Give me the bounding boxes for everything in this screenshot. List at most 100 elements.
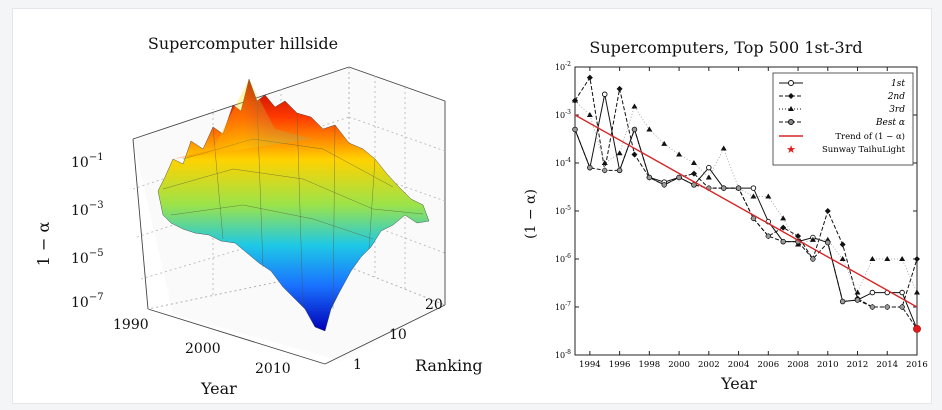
- y-tick-label: 10-6: [555, 253, 571, 264]
- data-point: [869, 304, 875, 310]
- y-axis-ticks: 10-2 10-3 10-4 10-5 10-6 10-7 10-8: [555, 61, 917, 360]
- ranking-axis-label: Ranking: [415, 356, 483, 375]
- data-point: [720, 145, 727, 151]
- data-point: [884, 304, 890, 310]
- legend-entry-sunway: ★ Sunway TaihuLight: [786, 143, 906, 156]
- surface-mesh: [157, 78, 430, 332]
- data-point: [840, 298, 846, 305]
- data-point: [899, 304, 905, 310]
- data-point: [810, 256, 816, 262]
- legend-label: 3rd: [889, 105, 905, 115]
- x-tick-label: 2006: [757, 360, 779, 370]
- z-tick-label: 10−5: [71, 248, 104, 267]
- z-tick-label: 10−3: [71, 200, 104, 219]
- x-tick-label: 2014: [876, 360, 898, 370]
- data-point: [735, 185, 742, 191]
- y-tick-label: 10-8: [555, 349, 571, 360]
- year-axis-label: Year: [200, 379, 237, 398]
- legend-label: 1st: [891, 79, 905, 89]
- y-tick-label: 10-5: [555, 205, 571, 216]
- data-point: [809, 236, 816, 242]
- x-axis-ticks: 1994 1996 1998 2000 2002 2004 2006 2008 2010 2012…: [579, 67, 928, 370]
- legend-entry-2nd: 2nd: [779, 92, 905, 102]
- series-line: [574, 114, 918, 308]
- data-point: [631, 126, 638, 133]
- ranking-tick-label: 1: [353, 357, 362, 373]
- year-tick-label: 2010: [255, 361, 291, 377]
- data-point: [572, 97, 578, 103]
- data-point: [839, 241, 846, 248]
- y-tick-label: 10-2: [555, 61, 571, 72]
- z-axis-ticks: 10−1 10−3 10−5 10−7: [71, 152, 104, 311]
- data-point: [914, 256, 920, 262]
- data-point: [824, 208, 831, 214]
- data-point: [884, 256, 891, 261]
- series-4: [572, 126, 920, 332]
- data-point: [661, 140, 668, 146]
- series-layer: [572, 74, 921, 333]
- data-point: [616, 150, 623, 156]
- data-point: [869, 289, 876, 296]
- data-point: [587, 165, 593, 171]
- year-tick-label: 1990: [113, 317, 149, 333]
- data-point: [825, 239, 831, 246]
- left-chart-title: Supercomputer hillside: [148, 34, 338, 53]
- x-tick-label: 1996: [609, 360, 631, 370]
- data-point: [602, 167, 608, 174]
- data-point: [914, 289, 920, 295]
- data-point: [616, 85, 623, 92]
- data-point: [750, 185, 757, 191]
- data-point: [601, 91, 608, 98]
- data-point: [854, 289, 861, 295]
- data-point: [854, 297, 861, 303]
- left-chart: Supercomputer hillside: [34, 34, 483, 398]
- data-point: [780, 239, 786, 245]
- x-tick-label: 2000: [668, 360, 690, 370]
- data-point: [661, 182, 667, 188]
- ranking-tick-label: 10: [389, 327, 407, 343]
- series-6: [913, 324, 921, 333]
- z-tick-label: 10−7: [71, 292, 104, 311]
- data-point: [601, 160, 608, 165]
- data-point: [899, 289, 905, 296]
- x-tick-label: 2002: [698, 360, 720, 370]
- data-point: [765, 233, 771, 239]
- y-axis-label: (1 − α): [523, 189, 539, 239]
- ranking-axis-ticks: 1 10 20: [353, 297, 443, 373]
- legend-box: [772, 72, 914, 166]
- data-point: [780, 215, 787, 221]
- data-point: [676, 151, 683, 157]
- x-tick-label: 2008: [787, 360, 809, 370]
- data-point: [572, 126, 578, 133]
- legend: 1st 2nd 3rd Best α Trend of (1 − α): [772, 72, 914, 166]
- data-point: [780, 224, 787, 231]
- data-point: [690, 160, 697, 165]
- legend-entry-1st: 1st: [779, 79, 905, 89]
- y-tick-label: 10-3: [555, 109, 571, 120]
- right-chart-title: Supercomputers, Top 500 1st-3rd: [589, 38, 862, 57]
- data-point: [706, 164, 712, 171]
- data-point: [631, 151, 638, 158]
- year-tick-label: 2000: [185, 341, 221, 357]
- x-tick-label: 2012: [847, 360, 869, 370]
- data-point: [721, 185, 727, 191]
- ranking-tick-label: 20: [425, 297, 443, 313]
- data-point: [913, 324, 921, 333]
- x-tick-label: 2010: [817, 360, 839, 370]
- legend-entry-trend: Trend of (1 − α): [779, 131, 905, 142]
- right-chart: Supercomputers, Top 500 1st-3rd 10-2 10-3…: [523, 38, 928, 393]
- data-point: [765, 193, 772, 199]
- z-tick-label: 10−1: [71, 152, 104, 171]
- x-tick-label: 2004: [728, 360, 750, 370]
- star-icon: ★: [786, 143, 796, 156]
- x-axis-label: Year: [720, 374, 757, 393]
- data-point: [646, 174, 652, 181]
- x-tick-label: 2016: [906, 360, 928, 370]
- data-point: [750, 193, 757, 199]
- series-line: [574, 127, 918, 330]
- series-line: [574, 100, 918, 294]
- legend-label: Trend of (1 − α): [835, 131, 905, 142]
- series-5: [574, 114, 918, 308]
- data-point: [795, 233, 802, 240]
- series-3: [572, 97, 920, 295]
